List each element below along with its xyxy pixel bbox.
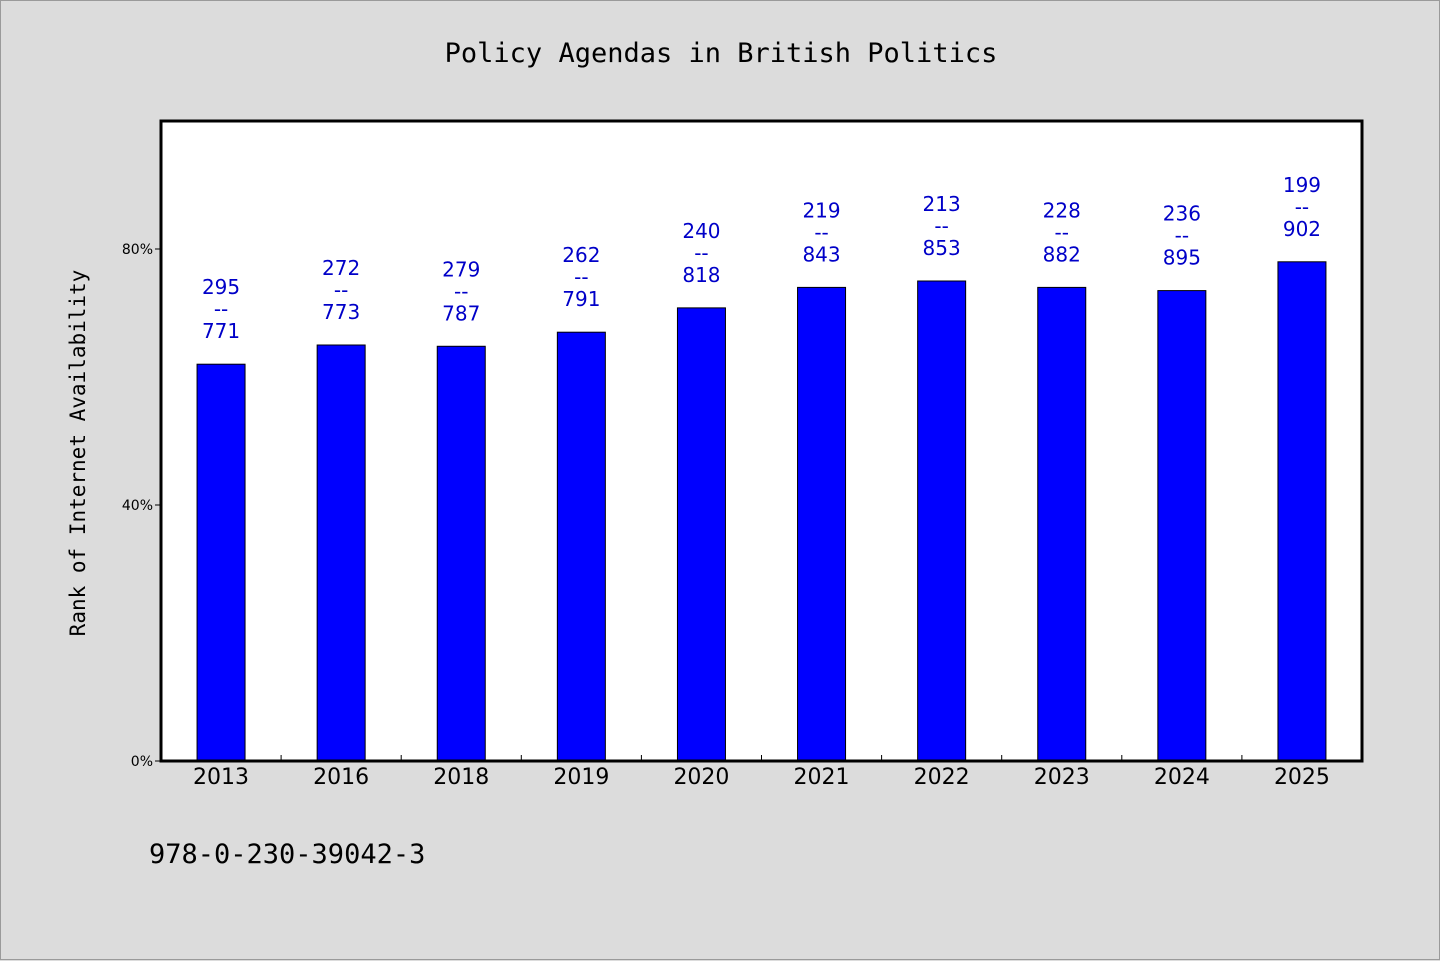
data-label-2023-line1: 228	[1043, 198, 1081, 222]
data-label-2021-line1: 219	[802, 198, 840, 222]
data-label-2013-line1: 295	[202, 275, 240, 299]
bar-2021	[797, 286, 847, 762]
data-label-2013-line3: 771	[202, 319, 240, 343]
y-tick-label-80: 80%	[122, 242, 153, 258]
x-tick-label-2025: 2025	[1274, 765, 1330, 790]
bar-2025	[1277, 261, 1327, 762]
data-label-2018-line2: --	[454, 279, 468, 303]
data-label-2020-line3: 818	[682, 263, 720, 287]
y-tick-label-40: 40%	[122, 498, 153, 514]
data-label-2022-line3: 853	[923, 236, 961, 260]
data-label-2016-line1: 272	[322, 256, 360, 280]
data-label-2021-line2: --	[814, 220, 828, 244]
bar-2022	[917, 280, 967, 762]
x-tick-label-2024: 2024	[1154, 765, 1210, 790]
x-tick-label-2016: 2016	[313, 765, 369, 790]
x-tick-label-2021: 2021	[794, 765, 850, 790]
plot-border	[159, 119, 1364, 763]
x-tick-label-2013: 2013	[193, 765, 249, 790]
data-label-2022-line2: --	[934, 214, 948, 238]
data-label-2013-line2: --	[214, 297, 228, 321]
y-axis-label: Rank of Internet Availability	[66, 270, 90, 637]
data-label-2020-line1: 240	[682, 219, 720, 243]
data-label-2022-line1: 213	[923, 192, 961, 216]
data-label-2019-line1: 262	[562, 243, 600, 267]
y-tick-label-0: 0%	[131, 754, 153, 770]
bars-group	[196, 261, 1327, 762]
data-label-2021-line3: 843	[802, 242, 840, 266]
data-label-2019-line3: 791	[562, 287, 600, 311]
data-label-2025-line2: --	[1295, 195, 1309, 219]
bar-2013	[196, 363, 246, 762]
data-label-2016-line3: 773	[322, 300, 360, 324]
footer-isbn: 978-0-230-39042-3	[149, 839, 425, 870]
data-label-2019-line2: --	[574, 265, 588, 289]
x-tick-label-2022: 2022	[914, 765, 970, 790]
bar-2016	[316, 344, 366, 762]
data-label-2018-line1: 279	[442, 257, 480, 281]
data-label-2020-line2: --	[694, 241, 708, 265]
data-label-2016-line2: --	[334, 278, 348, 302]
bar-2020	[676, 307, 726, 762]
x-tick-label-2020: 2020	[673, 765, 729, 790]
bar-2018	[436, 345, 486, 762]
x-tick-label-2023: 2023	[1034, 765, 1090, 790]
y-axis: 0% 40% 80%	[122, 242, 161, 770]
data-label-2024-line1: 236	[1163, 202, 1201, 226]
data-label-2023-line2: --	[1055, 220, 1069, 244]
data-label-2024-line3: 895	[1163, 246, 1201, 270]
bar-2024	[1157, 290, 1207, 762]
bar-2019	[556, 331, 606, 762]
x-tick-label-2018: 2018	[433, 765, 489, 790]
x-tick-label-2019: 2019	[553, 765, 609, 790]
data-label-2023-line3: 882	[1043, 242, 1081, 266]
x-axis: 2013 2016 2018 2019 2020 2021 2022 2023 2024 2025	[193, 755, 1330, 790]
bar-2023	[1037, 286, 1087, 762]
data-labels-group: 295--771272--773279--787262--791240--818…	[202, 173, 1321, 343]
chart-title: Policy Agendas in British Politics	[445, 38, 998, 69]
data-label-2024-line2: --	[1175, 224, 1189, 248]
data-label-2025-line1: 199	[1283, 173, 1321, 197]
data-label-2025-line3: 902	[1283, 217, 1321, 241]
data-label-2018-line3: 787	[442, 301, 480, 325]
